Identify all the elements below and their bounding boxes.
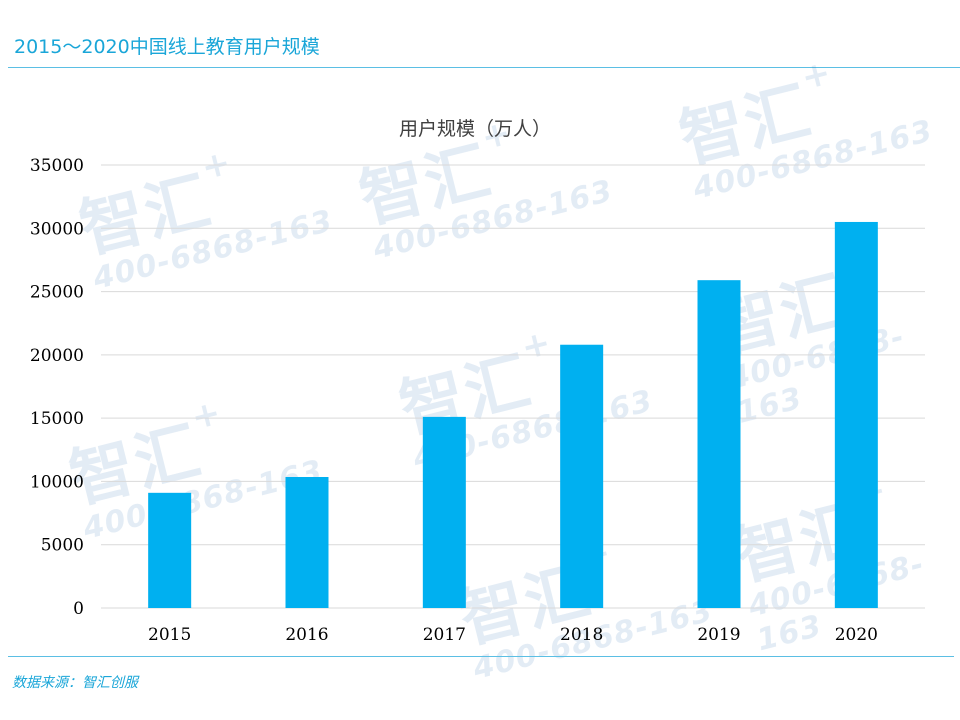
chart-title: 用户规模（万人） bbox=[399, 118, 551, 140]
x-tick-label: 2015 bbox=[148, 625, 191, 645]
y-tick-label: 35000 bbox=[30, 156, 84, 176]
x-tick-label: 2016 bbox=[285, 625, 328, 645]
header-divider bbox=[8, 67, 960, 68]
y-tick-label: 0 bbox=[73, 599, 84, 619]
x-tick-label: 2018 bbox=[560, 625, 603, 645]
bar-2016 bbox=[285, 476, 329, 608]
bar-2015 bbox=[148, 492, 192, 608]
y-axis-tick-labels: 0 5000 10000 15000 20000 25000 30000 35000 bbox=[30, 156, 84, 619]
y-tick-label: 30000 bbox=[30, 219, 84, 239]
x-tick-label: 2019 bbox=[697, 625, 740, 645]
bar-2017 bbox=[422, 416, 466, 608]
y-tick-label: 20000 bbox=[30, 346, 84, 366]
y-tick-label: 5000 bbox=[41, 536, 84, 556]
y-tick-label: 25000 bbox=[30, 283, 84, 303]
bar-2020 bbox=[834, 221, 878, 608]
grid-lines bbox=[101, 164, 925, 609]
bar-2019 bbox=[697, 280, 741, 608]
page-title: 2015～2020中国线上教育用户规模 bbox=[14, 36, 320, 58]
y-tick-label: 15000 bbox=[30, 409, 84, 429]
footer-divider bbox=[8, 656, 954, 657]
bars bbox=[148, 221, 878, 608]
x-axis-tick-labels: 2015 2016 2017 2018 2019 2020 bbox=[148, 625, 878, 645]
x-tick-label: 2020 bbox=[835, 625, 878, 645]
x-tick-label: 2017 bbox=[423, 625, 466, 645]
y-tick-label: 10000 bbox=[30, 472, 84, 492]
bar-2018 bbox=[560, 344, 604, 608]
source-note: 数据来源：智汇创服 bbox=[12, 675, 138, 691]
